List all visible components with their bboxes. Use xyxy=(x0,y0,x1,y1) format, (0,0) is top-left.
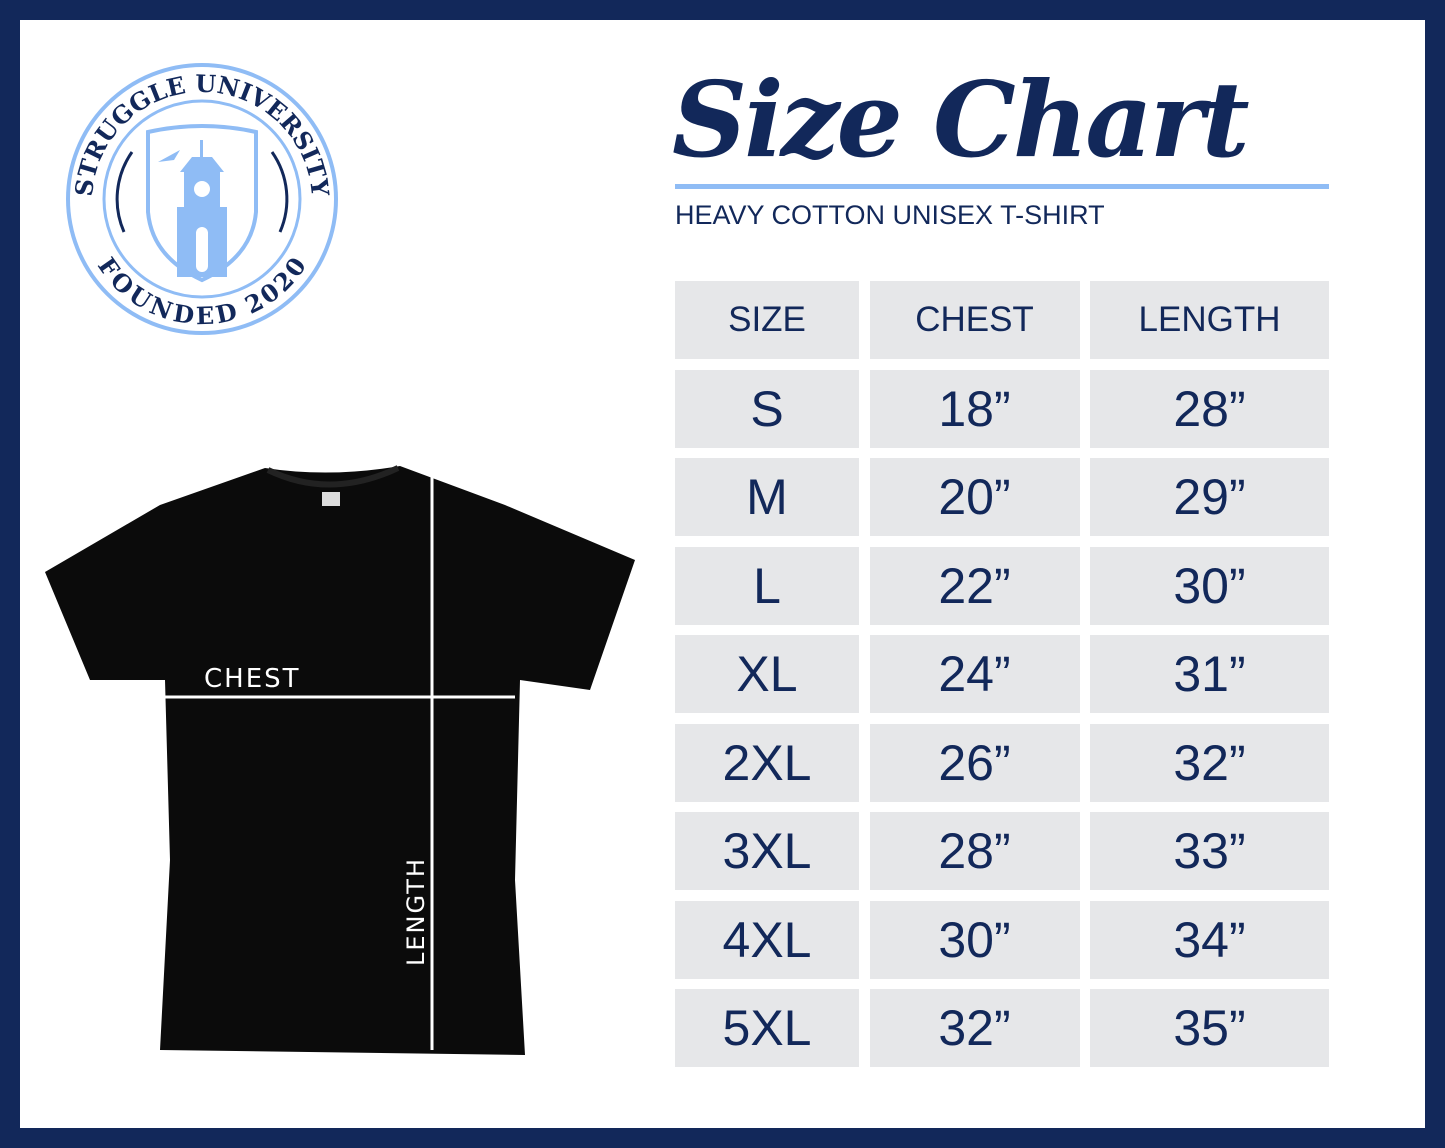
cell-chest: 22” xyxy=(869,546,1080,625)
university-seal-logo: STRUGGLE UNIVERSITY FOUNDED 2020 xyxy=(66,63,338,335)
table-row: 2XL 26” 32” xyxy=(675,723,1329,802)
cell-chest: 24” xyxy=(869,635,1080,713)
header-chest: CHEST xyxy=(869,281,1080,359)
header-size: SIZE xyxy=(675,281,859,359)
header-length: LENGTH xyxy=(1090,281,1329,359)
cell-chest: 26” xyxy=(869,723,1080,802)
chest-label: CHEST xyxy=(204,664,301,694)
cell-size: 4XL xyxy=(675,900,859,979)
title-divider xyxy=(675,184,1329,189)
tshirt-shape xyxy=(45,466,635,1055)
cell-chest: 20” xyxy=(869,458,1080,536)
cell-chest: 18” xyxy=(869,369,1080,448)
page-subtitle: HEAVY COTTON UNISEX T-SHIRT xyxy=(675,200,1105,230)
table-row: M 20” 29” xyxy=(675,458,1329,536)
cell-size: S xyxy=(675,369,859,448)
cell-length: 30” xyxy=(1090,546,1329,625)
cell-size: L xyxy=(675,546,859,625)
table-header-row: SIZE CHEST LENGTH xyxy=(675,281,1329,359)
cell-length: 34” xyxy=(1090,900,1329,979)
tshirt-diagram: CHEST LENGTH xyxy=(45,465,635,1055)
cell-chest: 30” xyxy=(869,900,1080,979)
length-label: LENGTH xyxy=(402,857,430,966)
size-table: SIZE CHEST LENGTH S 18” 28” M 20” 29” L 22” 30” X… xyxy=(675,281,1329,1078)
cell-chest: 32” xyxy=(869,989,1080,1067)
cell-size: 3XL xyxy=(675,812,859,890)
table-row: XL 24” 31” xyxy=(675,635,1329,713)
cell-length: 31” xyxy=(1090,635,1329,713)
table-row: 4XL 30” 34” xyxy=(675,900,1329,979)
cell-length: 28” xyxy=(1090,369,1329,448)
table-row: 3XL 28” 33” xyxy=(675,812,1329,890)
tag-icon xyxy=(322,492,340,506)
cell-size: M xyxy=(675,458,859,536)
cell-length: 35” xyxy=(1090,989,1329,1067)
cell-length: 29” xyxy=(1090,458,1329,536)
cell-size: 2XL xyxy=(675,723,859,802)
cell-length: 32” xyxy=(1090,723,1329,802)
cell-length: 33” xyxy=(1090,812,1329,890)
cell-size: XL xyxy=(675,635,859,713)
page-title: Size Chart xyxy=(672,58,1250,181)
table-row: 5XL 32” 35” xyxy=(675,989,1329,1067)
cell-size: 5XL xyxy=(675,989,859,1067)
table-row: L 22” 30” xyxy=(675,546,1329,625)
cell-chest: 28” xyxy=(869,812,1080,890)
table-row: S 18” 28” xyxy=(675,369,1329,448)
